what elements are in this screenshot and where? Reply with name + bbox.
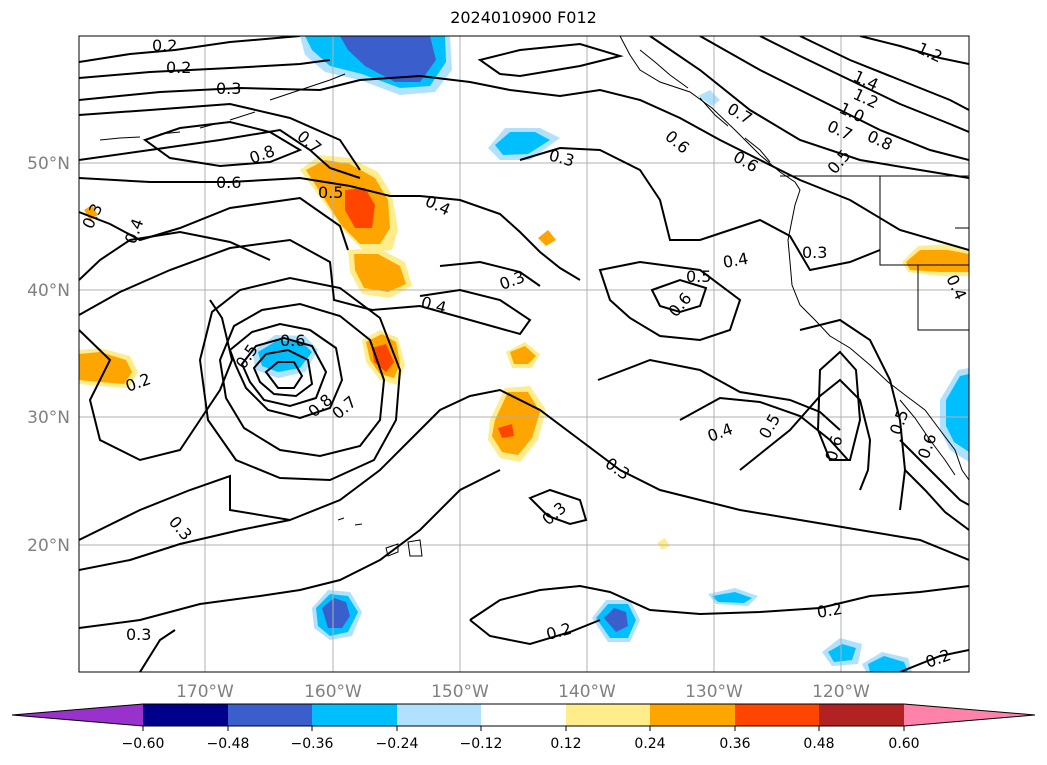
lat-label-50n: 50°N — [27, 154, 70, 174]
colorbar-extend-right — [904, 704, 1035, 726]
anomaly-east-edge — [698, 90, 969, 462]
contour-label: 0.8 — [864, 126, 895, 154]
contour-label: 0.4 — [419, 293, 449, 318]
colorbar-segment — [650, 704, 735, 726]
negative-anomaly-gulf — [488, 128, 560, 160]
map-plot-area — [79, 36, 969, 672]
positive-anomaly-north — [300, 155, 412, 298]
lon-label-130w: 130°W — [685, 682, 743, 702]
lon-label-160w: 160°W — [304, 682, 362, 702]
contour-label: 0.2 — [152, 36, 177, 55]
colorbar-segment — [228, 704, 312, 726]
latitude-labels: 50°N 40°N 30°N 20°N — [27, 154, 70, 556]
colorbar-extend-left — [12, 704, 143, 726]
colorbar-segment — [735, 704, 819, 726]
contour-label: 0.4 — [705, 419, 735, 446]
colorbar-tick-label: −0.24 — [376, 736, 419, 752]
colorbar-tick-label: −0.60 — [122, 736, 165, 752]
colorbar-segment — [566, 704, 650, 726]
contour-label: 0.3 — [78, 201, 106, 232]
negative-anomaly-aleutian — [300, 36, 452, 95]
colorbar-tick-label: −0.12 — [460, 736, 503, 752]
contour-label: 0.5 — [686, 267, 711, 286]
contour-label: 0.8 — [247, 141, 277, 168]
contour-label: 0.5 — [318, 183, 343, 202]
contour-label: 0.3 — [802, 243, 827, 262]
coastlines — [99, 36, 969, 557]
contour-label: 0.2 — [166, 58, 191, 77]
negative-anomaly-low-center — [252, 335, 318, 378]
colorbar-tick-label: −0.36 — [291, 736, 334, 752]
colorbar-tick-label: 0.36 — [719, 736, 750, 752]
lon-label-120w: 120°W — [812, 682, 870, 702]
contour-label: 0.2 — [815, 599, 843, 622]
colorbar-tick-label: 0.24 — [634, 736, 665, 752]
contour-label: 0.5 — [886, 407, 913, 437]
colorbar-tick-label: 0.12 — [550, 736, 581, 752]
contour-label: 0.3 — [538, 498, 570, 529]
contour-label: 0.3 — [165, 512, 196, 544]
negative-anomaly-south — [312, 588, 912, 672]
lat-label-40n: 40°N — [27, 281, 70, 301]
colorbar-segment — [397, 704, 481, 726]
longitude-labels: 170°W 160°W 150°W 140°W 130°W 120°W — [176, 682, 870, 702]
contour-label: 0.2 — [544, 619, 574, 644]
contour-label: 0.5 — [824, 146, 855, 178]
lat-label-30n: 30°N — [27, 408, 70, 428]
contour-label: 0.6 — [216, 173, 241, 192]
lon-label-170w: 170°W — [176, 682, 234, 702]
colorbar-segment — [143, 704, 228, 726]
map-title: 2024010900 F012 — [450, 8, 597, 27]
contour-label: 0.3 — [126, 625, 151, 644]
colorbar-segment — [312, 704, 397, 726]
contour-label: 0.4 — [942, 272, 970, 303]
contour-label: 0.6 — [665, 289, 696, 321]
contour-label: 0.4 — [721, 249, 749, 272]
colorbar-segment — [481, 704, 566, 726]
contours — [79, 36, 969, 672]
colorbar: −0.60 −0.48 −0.36 −0.24 −0.12 0.12 0.24 … — [11, 703, 1036, 752]
colorbar-tick-label: 0.60 — [888, 736, 919, 752]
contour-label: 0.4 — [121, 216, 148, 246]
graticule — [79, 36, 969, 672]
shaded-fields — [79, 36, 969, 672]
contour-label: 0.6 — [661, 127, 693, 158]
contour-label: 0.3 — [602, 454, 634, 484]
map-frame — [78, 35, 970, 673]
lon-label-150w: 150°W — [431, 682, 489, 702]
lat-label-20n: 20°N — [27, 536, 70, 556]
contour-label: 0.3 — [216, 79, 241, 98]
contour-label: 0.4 — [422, 191, 453, 219]
contour-label: 1.2 — [914, 38, 945, 66]
contour-label: 0.6 — [280, 331, 305, 350]
contour-label: 0.2 — [923, 645, 953, 672]
colorbar-tick-label: 0.48 — [803, 736, 834, 752]
colorbar-segment — [819, 704, 904, 726]
contour-label: 0.6 — [914, 431, 941, 461]
lon-label-140w: 140°W — [558, 682, 616, 702]
colorbar-tick-label: −0.48 — [207, 736, 250, 752]
contour-label: 0.6 — [822, 434, 847, 464]
